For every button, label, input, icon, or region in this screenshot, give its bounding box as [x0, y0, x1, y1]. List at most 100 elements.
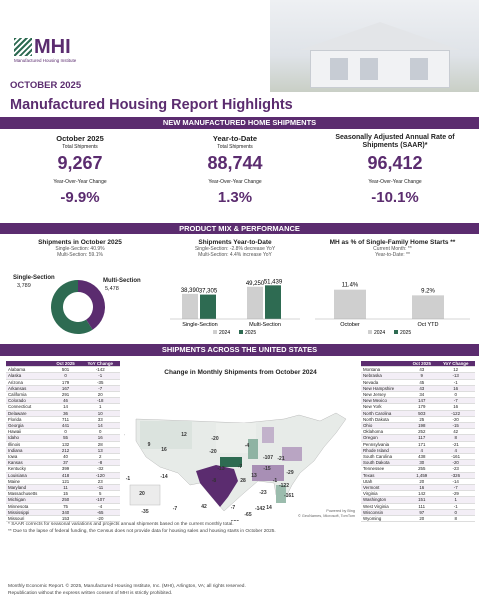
table-row: Montana 43 12: [361, 366, 475, 374]
map-change-label: 42: [201, 504, 207, 510]
kpi-yoy-label: Year-Over-Year Change: [208, 179, 262, 185]
footer-republication: Republication without the express writte…: [8, 591, 173, 596]
map-change-label: 16: [161, 447, 167, 453]
house-photo: [270, 0, 479, 92]
state-name: Illinois: [6, 441, 51, 448]
oct-value: 97: [407, 509, 437, 517]
table-row: Maryland 11 -11: [6, 484, 120, 492]
region-florida: [276, 485, 286, 503]
state-name: Maryland: [6, 484, 51, 492]
yoy-value: -120: [80, 472, 120, 479]
mix-oct-title: Shipments in October 2025: [38, 239, 122, 246]
oct-value: 14: [50, 403, 81, 411]
table-row: Indiana 212 13: [6, 447, 120, 455]
logo-subtitle: Manufactured Housing Institute: [14, 58, 77, 63]
yoy-value: 14: [80, 422, 120, 430]
kpi-yoy-label: Year-Over-Year Change: [368, 179, 422, 185]
yoy-value: -8: [80, 459, 120, 467]
table-row: Massachusetts 15 5: [6, 490, 120, 498]
house-roof-icon: [300, 22, 460, 50]
oct-value: 34: [407, 391, 437, 399]
donut-slice-multi-section: [51, 280, 93, 334]
map-change-label: -1: [126, 476, 131, 482]
state-name: Utah: [361, 478, 408, 486]
ytd-category-label: Single-Section: [182, 322, 217, 328]
kpi-value: 9,267: [57, 153, 103, 173]
map-change-label: -14: [160, 474, 167, 480]
oct-value: 43: [407, 385, 437, 393]
oct-value: 212: [50, 447, 81, 455]
map-change-label: -15: [263, 466, 270, 472]
yoy-value: -1: [436, 503, 475, 510]
yoy-value: -20: [436, 459, 475, 467]
oct-value: 147: [407, 397, 437, 405]
map-credit-bing: Powered by Bing: [326, 509, 355, 513]
pct-bar-label: 11.4%: [342, 283, 359, 289]
oct-value: 291: [50, 391, 81, 399]
yoy-value: 4: [436, 447, 475, 455]
yoy-value: 0: [436, 509, 475, 517]
state-name: New Hampshire: [361, 385, 408, 393]
map-change-label: -65: [244, 512, 251, 518]
state-name: Oklahoma: [361, 428, 408, 436]
map-change-label: -7: [231, 505, 236, 511]
single-section-label: Single-Section: [13, 275, 55, 281]
pct-bar: [412, 295, 444, 319]
state-name: Wisconsin: [361, 509, 408, 517]
state-name: Iowa: [6, 453, 51, 461]
table-row: Kansas 37 -8: [6, 459, 120, 467]
ytd-bar-chart: 38,390 37,305 Single-Section 49,250 51,439 Mu…: [170, 279, 300, 336]
ytd-bar-2025: [200, 294, 216, 319]
logo-text: MHI: [34, 36, 71, 58]
map-change-label: -23: [259, 490, 266, 496]
state-name: Washington: [361, 496, 408, 504]
map-change-label: 14: [266, 505, 272, 511]
state-name: Louisiana: [6, 472, 51, 479]
table-row: North Dakota 25 -20: [361, 416, 475, 424]
section-states: SHIPMENTS ACROSS THE UNITED STATES: [0, 344, 479, 356]
map-change-label: 28: [240, 478, 246, 484]
table-row: Colorado 46 -18: [6, 397, 120, 405]
yoy-value: -65: [80, 509, 120, 517]
col-state: [361, 361, 408, 368]
kpi-october: October 2025 Total Shipments 9,267 Year-…: [10, 134, 150, 206]
state-name: North Dakota: [361, 416, 408, 424]
col-yoy: YoY Change: [436, 361, 475, 368]
table-row: Washington 151 1: [361, 496, 475, 504]
mix-pct-line1: Current Month: **: [373, 246, 412, 252]
yoy-value: 8: [436, 434, 475, 442]
oct-value: 20: [407, 515, 437, 523]
legend-swatch: [394, 330, 398, 334]
kpi-yoy-label: Year-Over-Year Change: [53, 179, 107, 185]
state-name: Idaho: [6, 434, 51, 442]
state-name: Texas: [361, 472, 408, 479]
map-title: Change in Monthly Shipments from October…: [164, 369, 317, 376]
table-row: South Carolina 438 -161: [361, 453, 475, 461]
oct-value: 132: [50, 441, 81, 448]
oct-value: 37: [50, 459, 81, 467]
kpi-yoy: -10.1%: [371, 189, 419, 206]
pct-bar-label: 9.2%: [421, 288, 435, 294]
map-change-label: -161: [284, 493, 294, 499]
yoy-value: -122: [436, 410, 475, 417]
ytd-bar-label: 51,439: [264, 279, 283, 285]
states-table-right: Oct 2025 YoY Change Montana 43 12 Nebraska 9…: [361, 361, 475, 523]
state-name: Massachusetts: [6, 490, 51, 498]
yoy-value: -4: [80, 503, 120, 510]
region-michigan: [262, 427, 274, 443]
kpi-title: Year-to-Date: [212, 134, 258, 143]
table-row: Arizona 179 -35: [6, 379, 120, 386]
map-change-label: -21: [277, 456, 284, 462]
map-change-label: -20: [211, 436, 218, 442]
ytd-bar-2025: [265, 285, 281, 319]
state-name: Mississippi: [6, 509, 51, 517]
oct-value: 711: [50, 416, 81, 424]
yoy-value: -7: [436, 397, 475, 405]
legend-label: 2024: [219, 330, 230, 336]
kpi-sub: Total Shipments: [217, 144, 253, 150]
section-new-shipments: NEW MANUFACTURED HOME SHIPMENTS: [0, 117, 479, 129]
page-title: Manufactured Housing Report Highlights: [10, 97, 293, 113]
state-name: Indiana: [6, 447, 51, 455]
yoy-value: 23: [80, 478, 120, 486]
state-name: Maine: [6, 478, 51, 486]
